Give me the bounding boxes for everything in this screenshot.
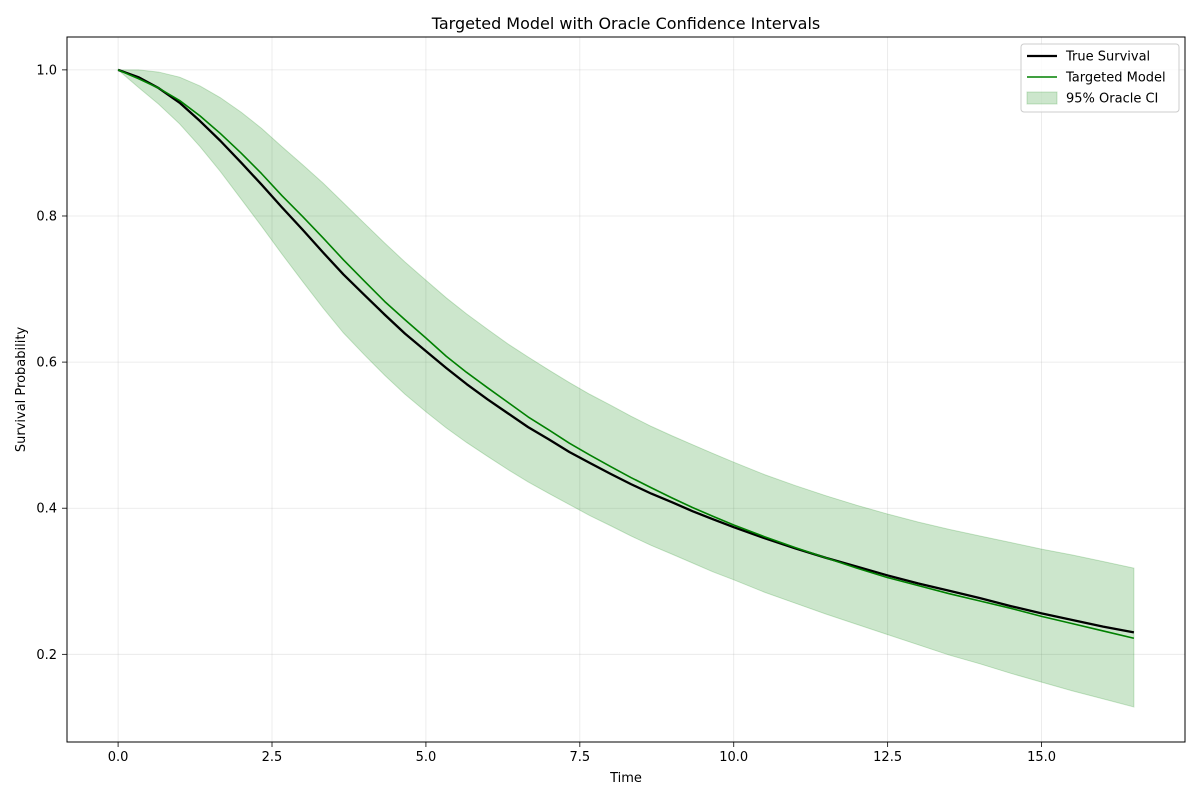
- x-tick-label: 15.0: [1027, 750, 1056, 765]
- series-layer: [117, 68, 1135, 640]
- x-axis-title: Time: [609, 771, 642, 786]
- legend-label-oracle-ci: 95% Oracle CI: [1066, 92, 1158, 107]
- x-tick-label: 7.5: [569, 750, 590, 765]
- x-tick-label: 0.0: [108, 750, 129, 765]
- y-tick-label: 1.0: [36, 63, 57, 78]
- y-axis-ticks: 0.2 0.4 0.6 0.8 1.0: [36, 63, 67, 663]
- x-axis-ticks: 0.0 2.5 5.0 7.5 10.0 12.5 15.0: [108, 742, 1056, 765]
- true-survival-line: [117, 68, 1135, 634]
- x-tick-label: 2.5: [262, 750, 283, 765]
- y-tick-label: 0.2: [36, 648, 57, 663]
- y-tick-label: 0.6: [36, 356, 57, 371]
- legend-swatch-oracle-ci: [1026, 91, 1058, 105]
- chart-title: Targeted Model with Oracle Confidence In…: [431, 14, 821, 33]
- y-tick-label: 0.8: [36, 209, 57, 224]
- legend-box: [1020, 43, 1180, 113]
- x-tick-label: 12.5: [873, 750, 902, 765]
- y-axis-title: Survival Probability: [14, 327, 29, 453]
- plot-frame: [66, 36, 1186, 743]
- legend-label-targeted-model: Targeted Model: [1065, 71, 1166, 86]
- targeted-model-line: [117, 69, 1135, 640]
- y-tick-label: 0.4: [36, 502, 57, 517]
- x-tick-label: 10.0: [719, 750, 748, 765]
- grid: [67, 37, 1185, 742]
- legend-label-true-survival: True Survival: [1065, 50, 1150, 65]
- x-tick-label: 5.0: [416, 750, 437, 765]
- legend: True Survival Targeted Model 95% Oracle …: [1020, 43, 1180, 113]
